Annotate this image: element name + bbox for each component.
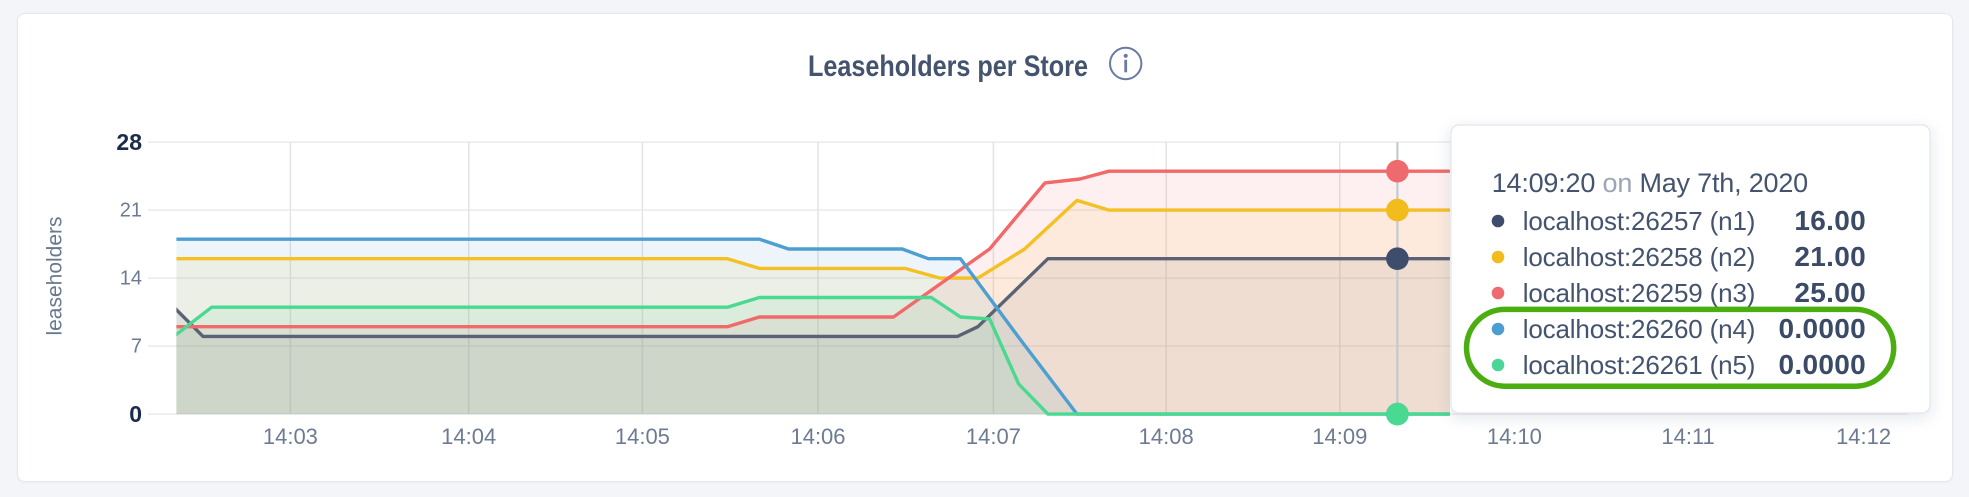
svg-text:14:08: 14:08 xyxy=(1139,424,1194,449)
svg-text:14:03: 14:03 xyxy=(263,424,318,449)
svg-text:0: 0 xyxy=(129,401,142,427)
svg-text:14:05: 14:05 xyxy=(615,424,670,449)
svg-text:localhost:26258 (n2): localhost:26258 (n2) xyxy=(1523,242,1756,272)
svg-text:14:06: 14:06 xyxy=(790,424,845,449)
svg-text:14:04: 14:04 xyxy=(441,424,496,449)
svg-text:leaseholders: leaseholders xyxy=(44,216,67,335)
svg-text:7: 7 xyxy=(131,336,142,358)
svg-text:14:09: 14:09 xyxy=(1312,424,1367,449)
svg-text:0.0000: 0.0000 xyxy=(1779,349,1866,380)
svg-text:14:11: 14:11 xyxy=(1661,424,1714,449)
svg-text:14:12: 14:12 xyxy=(1836,424,1891,449)
svg-text:14:07: 14:07 xyxy=(966,424,1021,449)
svg-text:localhost:26261 (n5): localhost:26261 (n5) xyxy=(1523,350,1756,380)
svg-text:21.00: 21.00 xyxy=(1794,241,1866,272)
svg-text:localhost:26259 (n3): localhost:26259 (n3) xyxy=(1523,278,1756,308)
svg-text:25.00: 25.00 xyxy=(1794,277,1866,308)
svg-text:21: 21 xyxy=(120,200,142,222)
svg-text:14:09:20 on May 7th, 2020: 14:09:20 on May 7th, 2020 xyxy=(1492,168,1808,198)
svg-text:14:10: 14:10 xyxy=(1487,424,1542,449)
svg-text:14: 14 xyxy=(120,268,142,290)
svg-text:localhost:26260 (n4): localhost:26260 (n4) xyxy=(1523,314,1756,344)
svg-text:localhost:26257 (n1): localhost:26257 (n1) xyxy=(1523,206,1756,236)
svg-text:Leaseholders per Store: Leaseholders per Store xyxy=(808,50,1088,83)
svg-text:16.00: 16.00 xyxy=(1794,205,1866,236)
svg-text:28: 28 xyxy=(116,129,142,155)
svg-text:0.0000: 0.0000 xyxy=(1779,313,1866,344)
